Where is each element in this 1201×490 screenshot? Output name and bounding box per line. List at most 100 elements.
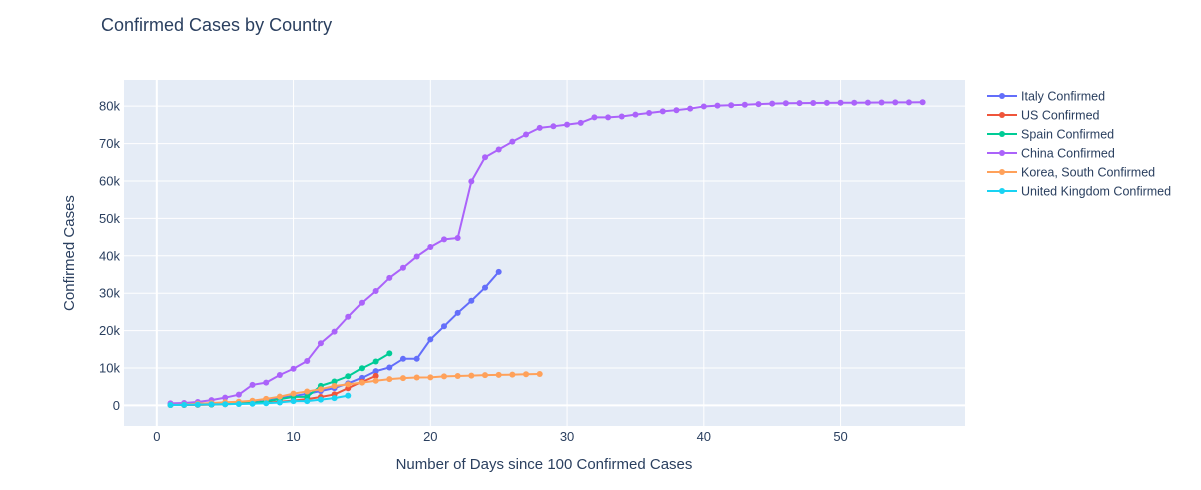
- data-point: [523, 371, 530, 378]
- data-point: [222, 394, 229, 401]
- chart-title: Confirmed Cases by Country: [101, 15, 332, 35]
- legend-item[interactable]: Korea, South Confirmed: [987, 166, 1155, 180]
- data-point: [741, 101, 748, 108]
- legend-marker: [999, 169, 1005, 175]
- plot-background: [124, 80, 965, 426]
- data-point: [345, 373, 352, 380]
- data-point: [331, 378, 338, 385]
- x-tick-label: 20: [423, 429, 437, 444]
- legend-marker: [999, 188, 1005, 194]
- data-point: [454, 309, 461, 316]
- data-point: [290, 398, 297, 405]
- legend-label: Korea, South Confirmed: [1021, 166, 1155, 180]
- data-point: [372, 288, 379, 295]
- data-point: [167, 401, 174, 408]
- data-point: [331, 383, 338, 390]
- data-point: [235, 391, 242, 398]
- legend-item[interactable]: Italy Confirmed: [987, 90, 1105, 104]
- data-point: [290, 365, 297, 372]
- data-point: [905, 99, 912, 106]
- data-point: [454, 372, 461, 379]
- data-point: [304, 388, 311, 395]
- data-point: [796, 100, 803, 107]
- data-point: [577, 119, 584, 126]
- data-point: [372, 358, 379, 365]
- data-point: [892, 99, 899, 106]
- legend-marker: [999, 150, 1005, 156]
- data-point: [372, 368, 379, 375]
- data-point: [399, 264, 406, 271]
- legend-item[interactable]: China Confirmed: [987, 147, 1115, 161]
- y-axis-title: Confirmed Cases: [61, 195, 78, 311]
- data-point: [304, 398, 311, 405]
- data-point: [304, 357, 311, 364]
- data-point: [755, 101, 762, 108]
- data-point: [482, 154, 489, 161]
- data-point: [851, 99, 858, 106]
- data-point: [509, 138, 516, 145]
- data-point: [810, 99, 817, 106]
- data-point: [919, 99, 926, 106]
- data-point: [536, 370, 543, 377]
- legend-label: Italy Confirmed: [1021, 90, 1105, 104]
- data-point: [673, 107, 680, 114]
- data-point: [468, 178, 475, 185]
- data-point: [399, 355, 406, 362]
- data-point: [399, 375, 406, 382]
- data-point: [427, 244, 434, 251]
- data-point: [386, 274, 393, 281]
- legend-item[interactable]: US Confirmed: [987, 109, 1100, 123]
- data-point: [372, 377, 379, 384]
- data-point: [276, 371, 283, 378]
- data-point: [290, 390, 297, 397]
- legend-item[interactable]: Spain Confirmed: [987, 128, 1114, 142]
- data-point: [618, 113, 625, 120]
- data-point: [509, 371, 516, 378]
- data-point: [413, 355, 420, 362]
- data-point: [235, 400, 242, 407]
- legend-item[interactable]: United Kingdom Confirmed: [987, 185, 1171, 199]
- legend-marker: [999, 131, 1005, 137]
- x-tick-label: 0: [153, 429, 160, 444]
- data-point: [358, 365, 365, 372]
- legend-marker: [999, 112, 1005, 118]
- data-point: [317, 396, 324, 403]
- y-tick-label: 80k: [99, 99, 120, 114]
- x-tick-label: 10: [286, 429, 300, 444]
- data-point: [550, 123, 557, 130]
- x-tick-label: 40: [697, 429, 711, 444]
- data-point: [482, 284, 489, 291]
- data-point: [440, 373, 447, 380]
- data-point: [632, 111, 639, 118]
- data-point: [700, 103, 707, 110]
- data-point: [837, 99, 844, 106]
- data-point: [345, 392, 352, 399]
- series-5: [167, 392, 352, 408]
- data-point: [317, 386, 324, 393]
- data-point: [208, 401, 215, 408]
- data-point: [276, 393, 283, 400]
- data-point: [263, 400, 270, 407]
- data-point: [304, 393, 311, 400]
- data-point: [482, 372, 489, 379]
- y-tick-label: 30k: [99, 286, 120, 301]
- data-point: [345, 381, 352, 388]
- data-point: [495, 371, 502, 378]
- series-line: [170, 372, 540, 407]
- data-point: [495, 146, 502, 153]
- data-point: [646, 110, 653, 117]
- data-point: [194, 401, 201, 408]
- data-point: [440, 323, 447, 330]
- data-point: [714, 102, 721, 109]
- data-point: [222, 401, 229, 408]
- data-point: [317, 340, 324, 347]
- data-point: [495, 268, 502, 275]
- data-point: [687, 105, 694, 112]
- x-axis-title: Number of Days since 100 Confirmed Cases: [396, 456, 693, 473]
- legend: Italy Confirmed US Confirmed Spain Confirm…: [987, 90, 1171, 199]
- x-tick-label: 30: [560, 429, 574, 444]
- data-point: [372, 372, 379, 379]
- data-point: [181, 401, 188, 408]
- legend-marker: [999, 93, 1005, 99]
